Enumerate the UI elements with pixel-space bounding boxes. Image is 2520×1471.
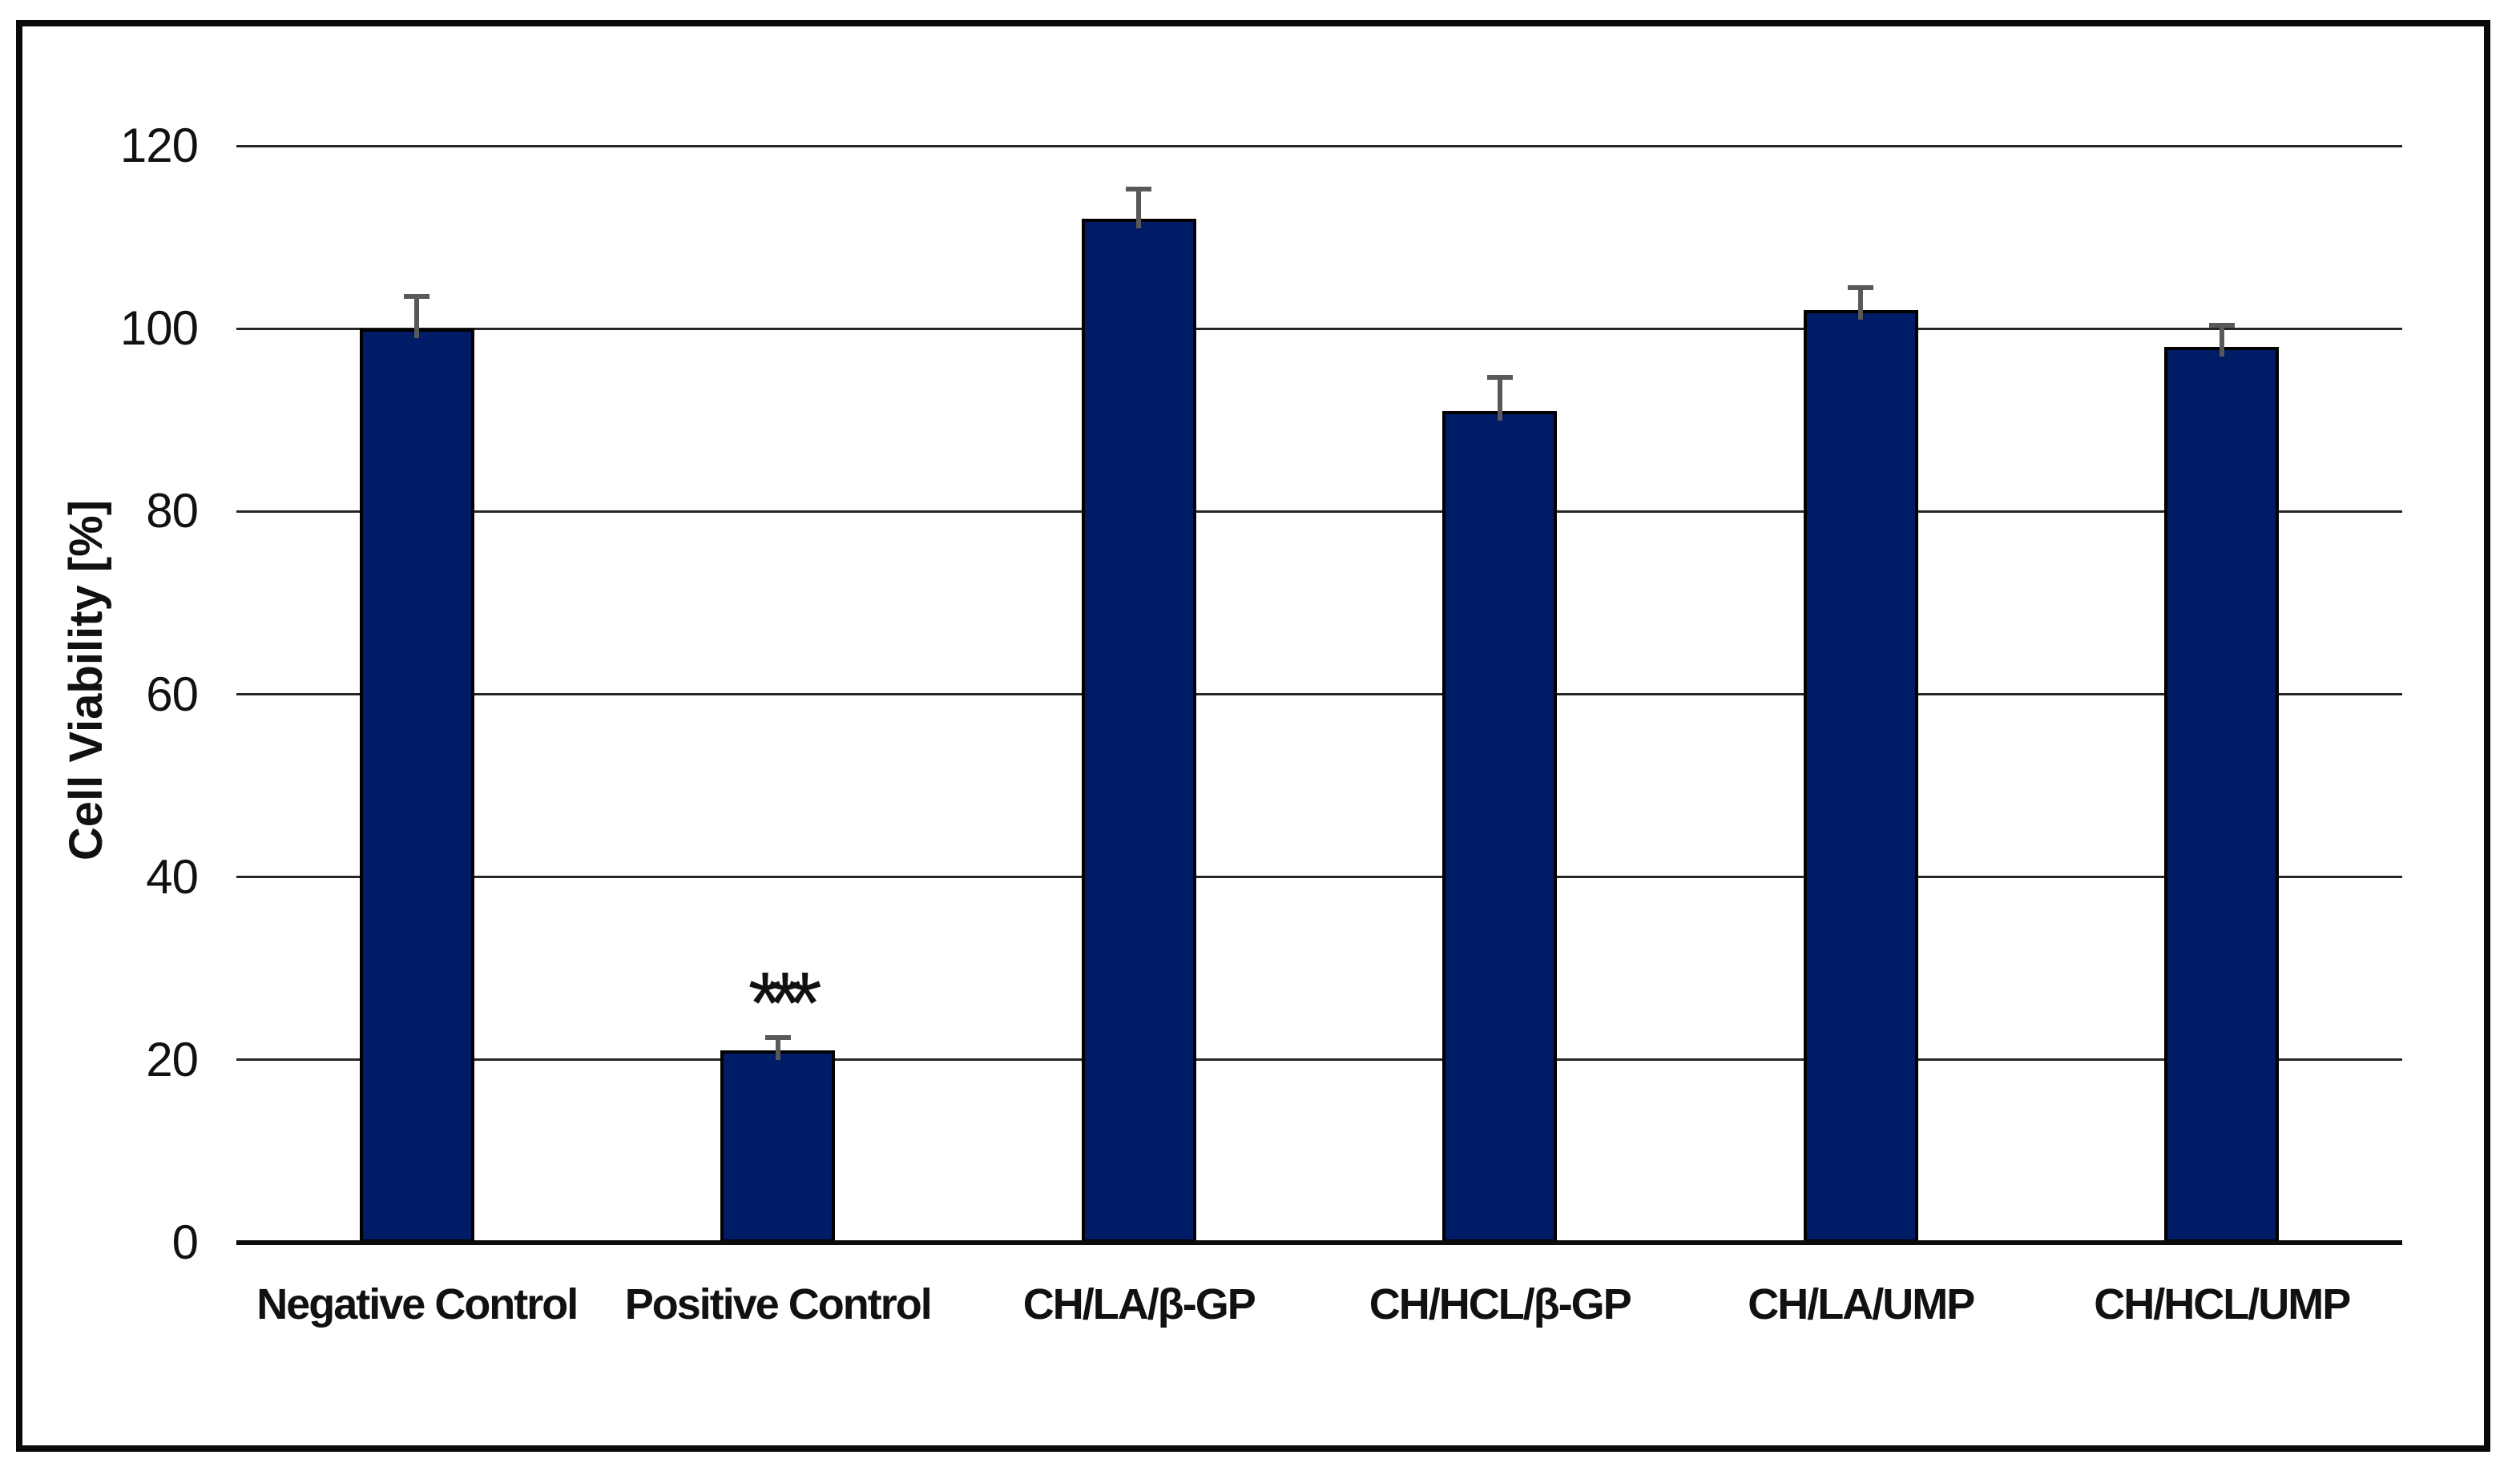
x-axis-category-label-ch-hcl-gp: CH/HCL/β-GP: [1369, 1280, 1632, 1328]
x-axis-category-label-ch-hcl-ump: CH/HCL/UMP: [2094, 1280, 2351, 1328]
y-axis-tick-label: 120: [119, 119, 199, 173]
error-bar-stem: [775, 1038, 780, 1061]
error-bar-stem: [1858, 287, 1864, 320]
bar-positive-control: [720, 1050, 836, 1243]
y-axis-tick-label: 80: [146, 484, 199, 538]
gridline-40: [236, 876, 2402, 879]
x-axis-category-label-ch-la-gp: CH/LA/β-GP: [1022, 1280, 1256, 1328]
gridline-120: [236, 144, 2402, 147]
error-bar-stem: [1136, 188, 1142, 229]
error-bar-stem: [2219, 324, 2224, 357]
gridline-20: [236, 1058, 2402, 1062]
y-axis-tick-label: 100: [119, 301, 199, 356]
x-axis-category-label-positive-control: Positive Control: [624, 1280, 933, 1328]
x-axis-category-label-ch-la-ump: CH/LA/UMP: [1748, 1280, 1975, 1328]
bar-ch-la-gp: [1081, 219, 1196, 1243]
x-axis-line: [236, 1240, 2402, 1245]
gridline-100: [236, 327, 2402, 330]
x-axis-category-label-negative-control: Negative Control: [256, 1280, 579, 1328]
y-axis-tick-label: 0: [171, 1215, 199, 1269]
error-bar-cap: [764, 1035, 791, 1041]
y-axis-tick-label: 60: [146, 667, 199, 721]
gridline-60: [236, 693, 2402, 696]
bar-ch-hcl-ump: [2164, 347, 2280, 1243]
chart-border: [16, 20, 2490, 1452]
error-bar-cap: [1486, 374, 1513, 380]
y-axis-tick-label: 40: [146, 849, 199, 904]
bar-ch-la-ump: [1803, 310, 1918, 1243]
error-bar-cap: [1126, 186, 1152, 191]
gridline-80: [236, 510, 2402, 513]
significance-stars: ***: [748, 954, 822, 1053]
bar-negative-control: [359, 328, 474, 1243]
error-bar-stem: [1497, 377, 1502, 421]
error-bar-cap: [404, 294, 430, 300]
error-bar-stem: [414, 296, 420, 339]
bar-ch-hcl-gp: [1442, 410, 1558, 1243]
error-bar-cap: [1848, 284, 1874, 290]
y-axis-tick-label: 20: [146, 1032, 199, 1086]
error-bar-cap: [2208, 322, 2235, 328]
